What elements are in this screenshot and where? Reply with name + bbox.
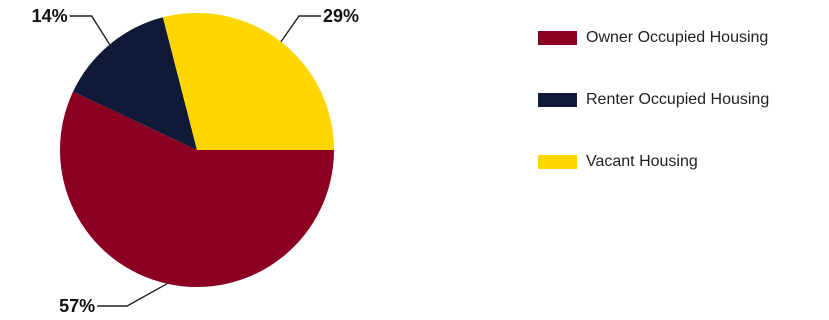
pie-data-labels: 57% 14% 29% (32, 6, 359, 316)
data-label-owner-occupied: 57% (59, 296, 95, 316)
legend-swatch (538, 93, 577, 107)
pie-slice-vacant (162, 13, 334, 150)
legend-label: Owner Occupied Housing (586, 29, 769, 46)
legend-swatch (538, 31, 577, 45)
leader-line-vacant (280, 15, 321, 43)
pie-slices (59, 13, 334, 288)
legend-item-renter-occupied: Renter Occupied Housing (538, 90, 769, 110)
data-label-vacant: 29% (323, 6, 359, 26)
legend-item-vacant: Vacant Housing (538, 152, 769, 172)
legend-label: Vacant Housing (586, 153, 698, 170)
legend-label: Renter Occupied Housing (586, 91, 770, 108)
data-label-renter-occupied: 14% (32, 6, 68, 26)
pie-slice-owner-occupied (59, 91, 334, 288)
legend-swatch (538, 155, 577, 169)
legend-item-owner-occupied: Owner Occupied Housing (538, 28, 769, 48)
leader-line-owner-occupied (97, 283, 168, 307)
pie-slice-renter-occupied (73, 17, 197, 150)
chart-legend: Owner Occupied Housing Renter Occupied H… (538, 28, 769, 214)
leader-line-renter-occupied (69, 15, 111, 45)
